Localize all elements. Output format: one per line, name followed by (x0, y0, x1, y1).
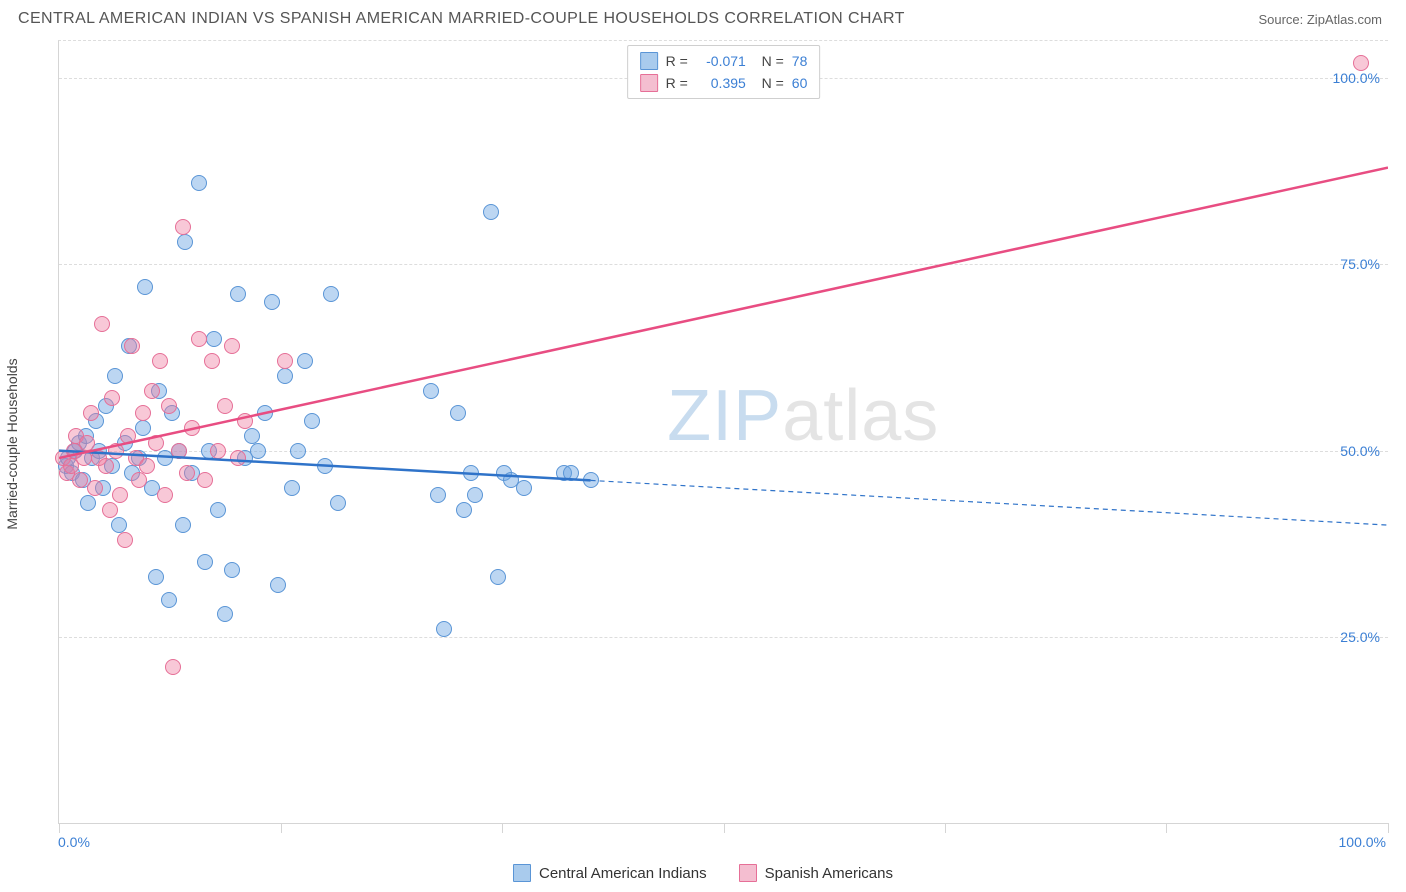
swatch-series-2 (739, 864, 757, 882)
n-label: N = (754, 50, 784, 72)
chart-title: CENTRAL AMERICAN INDIAN VS SPANISH AMERI… (18, 10, 905, 28)
r-label: R = (666, 72, 688, 94)
legend-stats-row-2: R = 0.395 N = 60 (640, 72, 808, 94)
scatter-plot: ZIPatlas R = -0.071 N = 78 R = 0.395 N =… (58, 40, 1388, 824)
y-axis-label: Married-couple Households (4, 358, 20, 529)
tick-v (724, 823, 725, 833)
tick-v (1166, 823, 1167, 833)
legend-item-1: Central American Indians (513, 864, 707, 882)
n-label: N = (754, 72, 784, 94)
x-tick-max: 100.0% (1339, 834, 1386, 850)
tick-v (59, 823, 60, 833)
chart-container: Married-couple Households ZIPatlas R = -… (18, 40, 1388, 848)
tick-v (502, 823, 503, 833)
trend-layer (59, 41, 1388, 823)
swatch-series-2 (640, 74, 658, 92)
tick-v (945, 823, 946, 833)
legend-item-2: Spanish Americans (739, 864, 893, 882)
legend-stats: R = -0.071 N = 78 R = 0.395 N = 60 (627, 45, 821, 99)
source-label: Source: ZipAtlas.com (1258, 12, 1382, 27)
tick-v (1388, 823, 1389, 833)
r-value-2: 0.395 (696, 72, 746, 94)
legend-series: Central American Indians Spanish America… (0, 864, 1406, 882)
r-label: R = (666, 50, 688, 72)
r-value-1: -0.071 (696, 50, 746, 72)
tick-v (281, 823, 282, 833)
swatch-series-1 (513, 864, 531, 882)
series-2-name: Spanish Americans (765, 865, 893, 882)
n-value-1: 78 (792, 50, 808, 72)
x-tick-min: 0.0% (58, 834, 90, 850)
legend-stats-row-1: R = -0.071 N = 78 (640, 50, 808, 72)
swatch-series-1 (640, 52, 658, 70)
series-1-name: Central American Indians (539, 865, 707, 882)
n-value-2: 60 (792, 72, 808, 94)
